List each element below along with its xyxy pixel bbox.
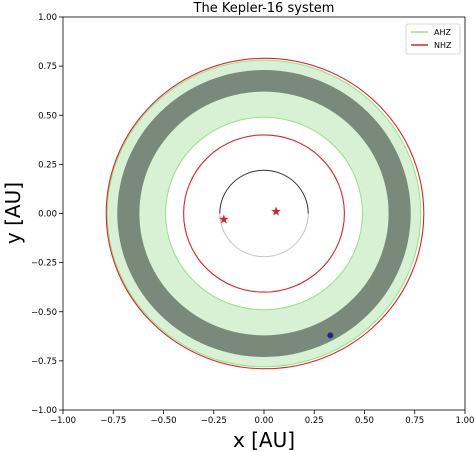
x-tick-label: 0.50 — [355, 416, 374, 426]
legend: AHZ NHZ — [405, 23, 461, 55]
legend-label-ahz: AHZ — [434, 28, 451, 37]
star-marker-1 — [271, 206, 281, 216]
y-tick-label: 0.00 — [38, 210, 57, 220]
x-tick-label: −0.75 — [100, 416, 126, 426]
binary-orbit-lower — [219, 213, 309, 258]
star-marker-2 — [219, 214, 229, 224]
y-tick-label: −0.25 — [31, 259, 57, 269]
x-axis: −1.00 −0.75 −0.50 −0.25 0.00 0.25 0.50 0.75 1.00 — [50, 410, 474, 426]
y-tick-label: −0.50 — [31, 308, 57, 318]
x-tick-label: −0.25 — [201, 416, 227, 426]
x-tick-label: 1.00 — [456, 416, 474, 426]
plot-area — [105, 57, 425, 370]
chart-title: The Kepler-16 system — [193, 1, 335, 16]
ahz-inner-boundary — [165, 116, 363, 311]
ahz-outer-boundary — [106, 59, 422, 368]
ahz-region — [107, 60, 421, 367]
nhz-inner-boundary — [183, 134, 345, 293]
x-axis-label: x [AU] — [233, 428, 295, 451]
x-tick-label: 0.00 — [255, 416, 274, 426]
binary-orbit-upper — [219, 169, 309, 214]
x-tick-label: 0.25 — [305, 416, 324, 426]
y-tick-label: 1.00 — [38, 13, 57, 23]
planet-marker — [327, 332, 334, 339]
y-axis-label: y [AU] — [1, 182, 25, 244]
legend-label-nhz: NHZ — [434, 41, 452, 50]
x-tick-label: −1.00 — [50, 416, 76, 426]
x-tick-label: 0.75 — [405, 416, 424, 426]
y-tick-label: −1.00 — [31, 406, 57, 416]
y-tick-label: 0.75 — [38, 62, 57, 72]
x-tick-label: −0.50 — [150, 416, 176, 426]
y-tick-label: 0.50 — [38, 111, 57, 121]
nhz-outer-boundary — [105, 57, 425, 370]
legend-box — [405, 23, 461, 55]
y-axis: 1.00 0.75 0.50 0.25 0.00 −0.25 −0.50 −0.75 −1.00 — [31, 13, 63, 416]
y-tick-label: −0.75 — [31, 357, 57, 367]
y-tick-label: 0.25 — [38, 160, 57, 170]
